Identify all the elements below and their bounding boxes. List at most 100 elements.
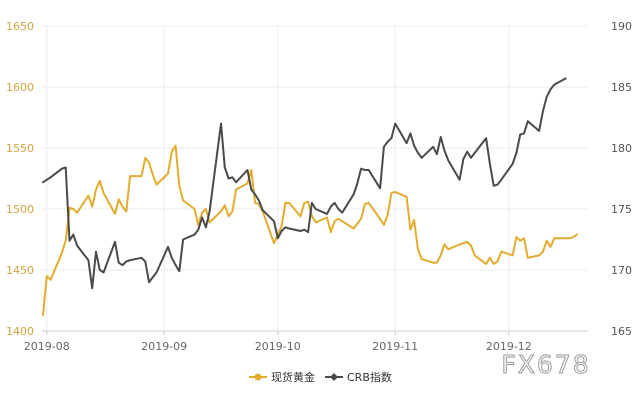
data-point-spot-gold — [515, 236, 518, 238]
data-point-crb-index — [261, 209, 264, 211]
data-point-crb-index — [95, 250, 97, 253]
data-point-crb-index — [258, 199, 260, 202]
y-left-tick-label: 1650 — [6, 20, 34, 33]
data-point-crb-index — [91, 287, 93, 290]
data-point-spot-gold — [337, 218, 340, 220]
data-point-crb-index — [390, 137, 393, 139]
data-point-crb-index — [466, 150, 469, 153]
data-point-spot-gold — [311, 215, 313, 218]
data-point-spot-gold — [576, 233, 578, 236]
data-point-spot-gold — [201, 211, 203, 214]
data-point-spot-gold — [572, 236, 574, 238]
data-point-spot-gold — [330, 231, 332, 233]
data-point-spot-gold — [288, 202, 291, 204]
data-point-spot-gold — [254, 202, 256, 204]
data-point-crb-index — [288, 227, 291, 230]
data-point-spot-gold — [432, 261, 434, 264]
data-point-spot-gold — [417, 248, 419, 251]
data-point-crb-index — [148, 281, 150, 284]
y-left-tick-label: 1500 — [6, 203, 34, 216]
y-right-tick-label: 175 — [611, 203, 632, 216]
data-point-spot-gold — [140, 175, 143, 177]
data-point-crb-index — [208, 210, 211, 213]
data-point-spot-gold — [95, 188, 97, 191]
legend-item-spot-gold[interactable]: 现货黄金 — [249, 370, 315, 384]
data-point-crb-index — [129, 259, 131, 262]
data-point-crb-index — [72, 233, 75, 236]
data-point-crb-index — [326, 213, 328, 215]
data-point-crb-index — [299, 230, 302, 232]
data-point-crb-index — [178, 270, 181, 273]
data-point-crb-index — [545, 96, 548, 98]
data-point-spot-gold — [208, 221, 211, 224]
data-point-crb-index — [492, 185, 495, 187]
data-point-spot-gold — [174, 144, 177, 147]
data-point-crb-index — [436, 153, 438, 155]
data-point-spot-gold — [68, 207, 71, 209]
legend[interactable]: 现货黄金 CRB指数 — [249, 370, 392, 384]
data-point-crb-index — [515, 152, 518, 154]
data-point-crb-index — [117, 261, 120, 264]
data-point-crb-index — [409, 132, 412, 135]
data-point-crb-index — [405, 142, 408, 144]
y-right-tick-label: 190 — [611, 20, 632, 33]
data-point-crb-index — [564, 77, 567, 80]
data-point-spot-gold — [527, 257, 529, 259]
data-point-spot-gold — [386, 214, 389, 216]
data-point-spot-gold — [545, 239, 548, 242]
y-left-tick-label: 1450 — [6, 264, 34, 277]
data-point-spot-gold — [178, 185, 181, 187]
y-left-tick-label: 1550 — [6, 142, 34, 155]
data-point-spot-gold — [326, 216, 328, 219]
data-point-spot-gold — [117, 198, 120, 200]
data-point-crb-index — [197, 228, 200, 231]
data-point-spot-gold — [235, 188, 237, 191]
data-point-crb-index — [205, 226, 207, 229]
data-point-spot-gold — [523, 237, 525, 240]
data-point-spot-gold — [61, 252, 63, 254]
data-point-spot-gold — [64, 239, 67, 242]
data-point-spot-gold — [314, 221, 317, 224]
data-point-spot-gold — [443, 243, 446, 246]
data-point-crb-index — [152, 276, 154, 279]
legend-item-crb-index[interactable]: CRB指数 — [325, 370, 392, 384]
data-point-crb-index — [364, 169, 366, 171]
data-point-crb-index — [174, 264, 177, 266]
data-point-crb-index — [64, 166, 67, 169]
data-point-spot-gold — [227, 215, 230, 218]
data-point-crb-index — [99, 269, 101, 271]
data-point-crb-index — [280, 230, 283, 232]
data-point-spot-gold — [364, 203, 366, 205]
data-point-crb-index — [394, 122, 397, 125]
data-point-spot-gold — [466, 241, 469, 243]
data-point-crb-index — [224, 166, 226, 169]
data-point-spot-gold — [87, 194, 90, 197]
data-point-spot-gold — [121, 205, 124, 208]
data-point-spot-gold — [390, 192, 393, 194]
data-point-crb-index — [140, 257, 143, 259]
data-point-crb-index — [76, 244, 78, 247]
data-point-crb-index — [473, 152, 476, 154]
data-point-crb-index — [458, 178, 461, 181]
x-tick-label: 2019-12 — [486, 340, 532, 353]
y-left-tick-label: 1400 — [6, 325, 34, 338]
axis-layer: 1400 1450 1500 1550 1600 1650 165 170 175 180 185 1… — [6, 20, 632, 353]
series-layer — [42, 77, 578, 317]
data-point-spot-gold — [114, 213, 116, 215]
data-point-crb-index — [553, 83, 556, 86]
data-point-crb-index — [432, 146, 434, 148]
data-point-spot-gold — [303, 202, 306, 204]
data-point-spot-gold — [519, 239, 521, 242]
data-point-spot-gold — [413, 219, 415, 221]
data-point-crb-index — [341, 211, 344, 214]
x-tick-label: 2019-09 — [141, 340, 187, 353]
data-point-spot-gold — [542, 250, 544, 253]
data-point-spot-gold — [273, 242, 275, 244]
x-tick-label: 2019-11 — [372, 340, 418, 353]
data-point-crb-index — [314, 208, 317, 210]
data-point-crb-index — [277, 237, 279, 240]
data-point-crb-index — [519, 133, 521, 136]
data-point-crb-index — [87, 259, 90, 262]
data-point-crb-index — [61, 167, 63, 170]
data-point-spot-gold — [549, 246, 552, 248]
